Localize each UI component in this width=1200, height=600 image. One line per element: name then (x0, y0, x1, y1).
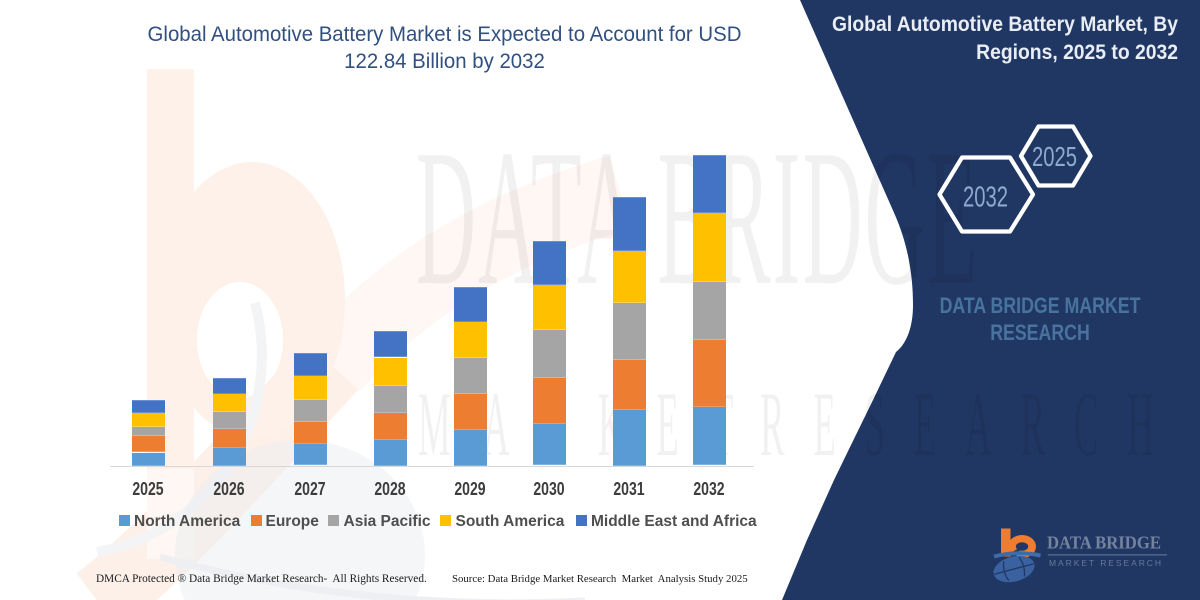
svg-text:2032: 2032 (963, 182, 1008, 214)
svg-text:2025: 2025 (1032, 141, 1077, 172)
svg-text:DATA BRIDGE: DATA BRIDGE (1047, 533, 1161, 553)
svg-text:MARKET RESEARCH: MARKET RESEARCH (1049, 558, 1161, 568)
svg-text:RESEARCH: RESEARCH (760, 375, 1183, 476)
